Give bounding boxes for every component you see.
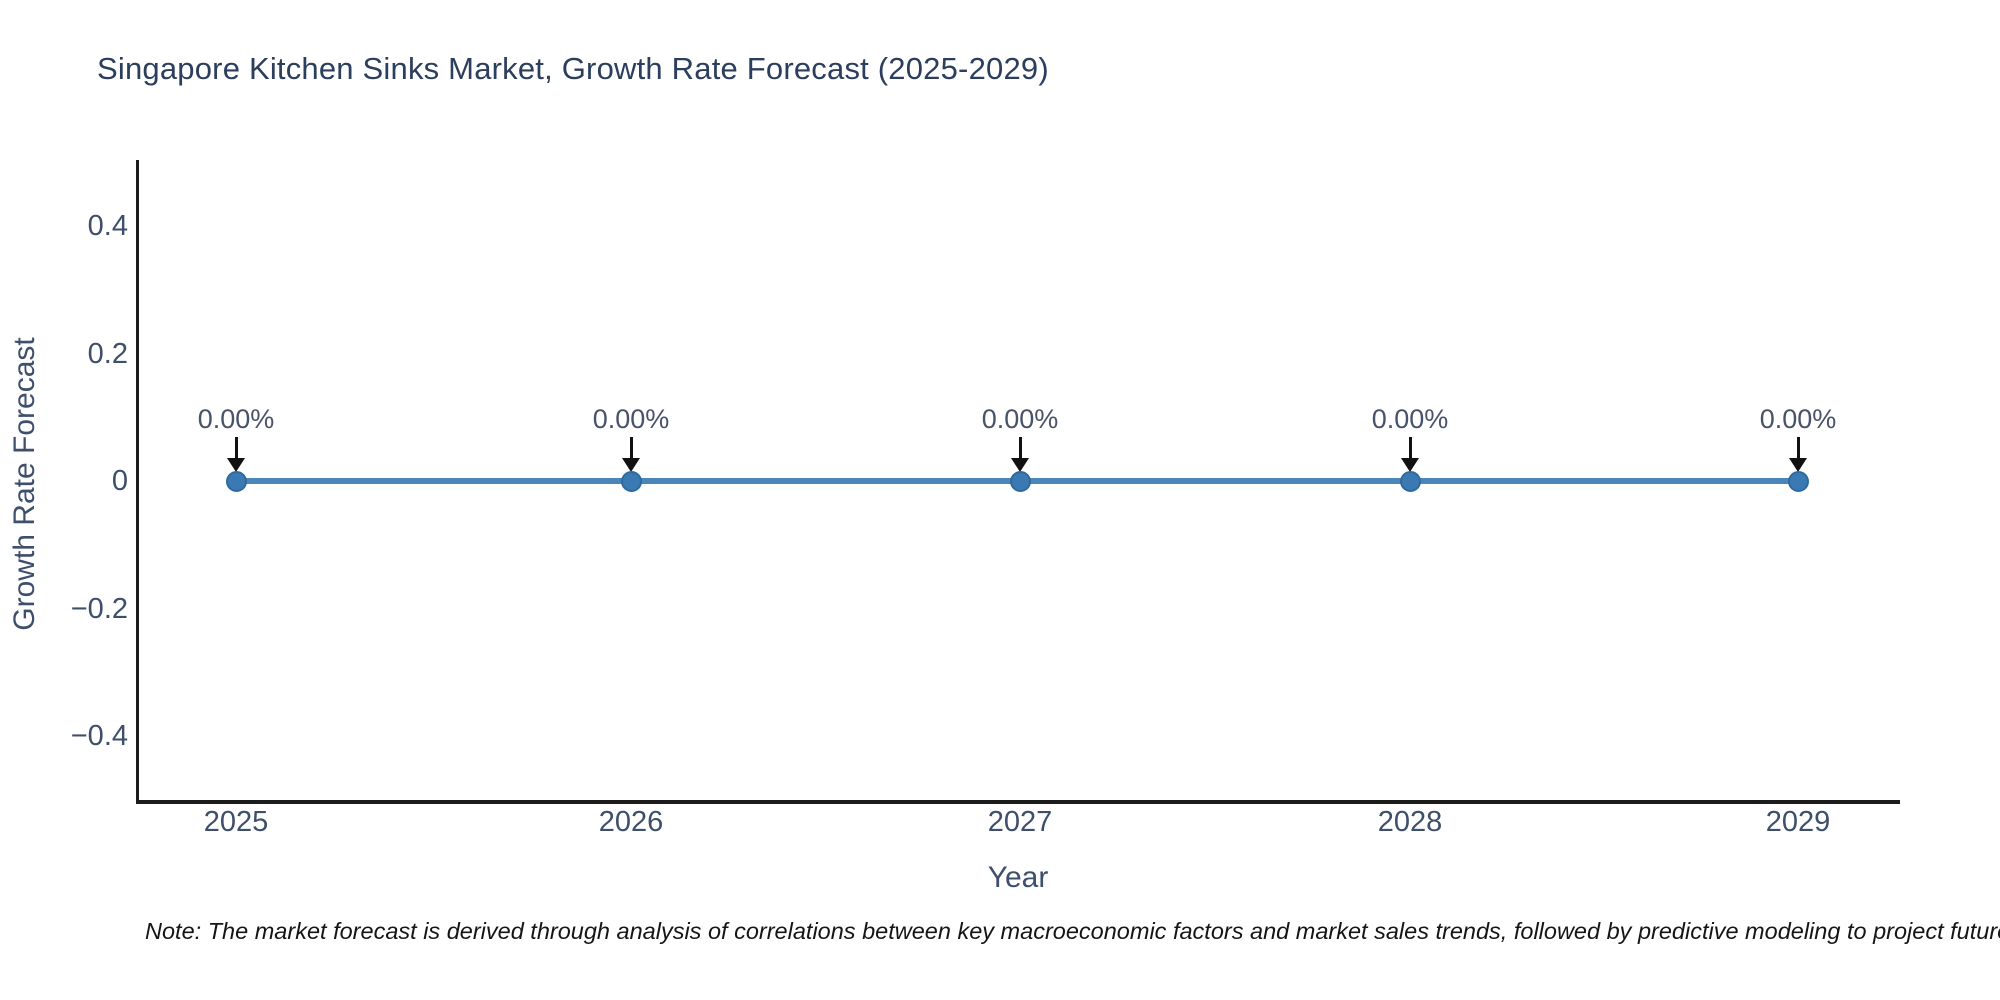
data-point-marker xyxy=(1787,470,1809,492)
y-tick-label: 0.2 xyxy=(87,337,128,370)
y-tick-label: 0 xyxy=(111,465,128,497)
data-point-marker xyxy=(225,470,247,492)
x-tick-label: 2028 xyxy=(1377,806,1443,838)
annotation-arrow xyxy=(1796,437,1800,460)
x-tick-label: 2027 xyxy=(987,806,1053,838)
annotation-arrow xyxy=(234,437,238,460)
point-annotation: 0.00% xyxy=(1759,404,1837,434)
y-tick-label: −0.4 xyxy=(70,720,128,752)
x-tick-label: 2026 xyxy=(598,806,664,838)
y-axis-line xyxy=(136,160,139,804)
annotation-arrow xyxy=(1018,437,1022,460)
annotation-arrowhead-icon xyxy=(227,458,245,472)
point-annotation: 0.00% xyxy=(981,404,1059,434)
point-annotation: 0.00% xyxy=(592,404,670,434)
footnote: Note: The market forecast is derived thr… xyxy=(145,918,2000,944)
x-tick-label: 2025 xyxy=(203,806,269,838)
annotation-arrowhead-icon xyxy=(1789,458,1807,472)
x-tick-label: 2029 xyxy=(1765,806,1831,838)
y-tick-label: 0.4 xyxy=(87,210,128,242)
data-point-marker xyxy=(620,470,642,492)
annotation-arrow xyxy=(629,437,633,460)
x-axis-title: Year xyxy=(987,861,1049,894)
point-annotation: 0.00% xyxy=(197,404,275,434)
annotation-arrowhead-icon xyxy=(622,458,640,472)
data-point-marker xyxy=(1399,470,1421,492)
x-axis-line xyxy=(136,800,1900,804)
chart-title: Singapore Kitchen Sinks Market, Growth R… xyxy=(97,51,1049,86)
annotation-arrow xyxy=(1408,437,1412,460)
point-annotation: 0.00% xyxy=(1371,404,1449,434)
y-tick-label: −0.2 xyxy=(70,592,128,625)
annotation-arrowhead-icon xyxy=(1401,458,1419,472)
annotation-arrowhead-icon xyxy=(1011,458,1029,472)
data-point-marker xyxy=(1009,470,1031,492)
